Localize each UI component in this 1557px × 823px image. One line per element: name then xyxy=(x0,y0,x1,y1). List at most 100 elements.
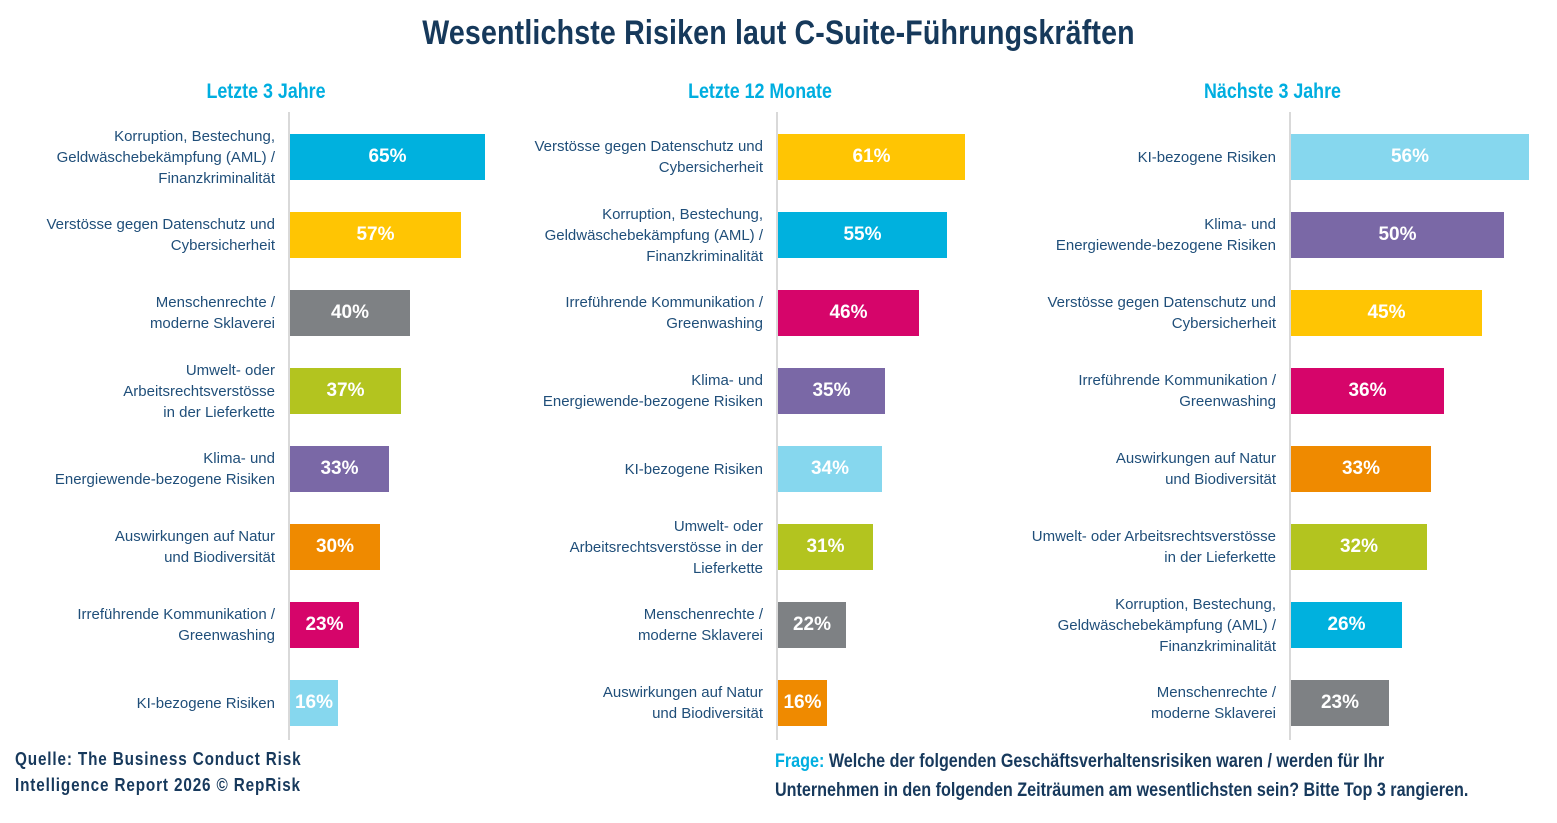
bar-cell: 35% xyxy=(777,352,1020,430)
category-label: Umwelt- oder Arbeitsrechtsverstösse in d… xyxy=(569,517,763,577)
bar-value-label: 45% xyxy=(1367,302,1406,323)
category-label: Auswirkungen auf Natur und Biodiversität xyxy=(1115,450,1276,488)
bar-value-label: 31% xyxy=(806,536,845,557)
category-label: Verstösse gegen Datenschutz und Cybersic… xyxy=(1047,294,1277,332)
bar: 16% xyxy=(778,680,827,726)
bar-row: Menschenrechte / moderne Sklaverei 40% xyxy=(10,274,522,352)
category-label: Korruption, Bestechung, Geldwäschebekämp… xyxy=(1057,595,1276,655)
bar: 31% xyxy=(778,524,873,570)
bar-row: KI-bezogene Risiken 56% xyxy=(988,118,1557,196)
bar: 50% xyxy=(1291,212,1504,258)
bar-cell: 57% xyxy=(289,196,522,274)
bar-row: Klima- und Energiewende-bezogene Risiken… xyxy=(988,196,1557,274)
panel-header-last-3-years: Letzte 3 Jahre xyxy=(206,80,326,103)
bar-row: Menschenrechte / moderne Sklaverei 23% xyxy=(988,664,1557,742)
bar-value-label: 57% xyxy=(356,224,395,245)
category-label: Irreführende Kommunikation / Greenwashin… xyxy=(1078,372,1276,410)
bar-cell: 45% xyxy=(1290,274,1557,352)
bar-row: Irreführende Kommunikation / Greenwashin… xyxy=(500,274,1020,352)
bar-value-label: 35% xyxy=(812,380,851,401)
category-label: Korruption, Bestechung, Geldwäschebekämp… xyxy=(56,127,275,187)
category-label: Auswirkungen auf Natur und Biodiversität xyxy=(602,684,763,722)
category-label: Irreführende Kommunikation / Greenwashin… xyxy=(565,294,763,332)
bar-value-label: 16% xyxy=(783,692,822,713)
category-label: Menschenrechte / moderne Sklaverei xyxy=(149,294,275,332)
bar: 56% xyxy=(1291,134,1529,180)
question-line-2: Unternehmen in den folgenden Zeiträumen … xyxy=(775,780,1469,801)
bar-cell: 30% xyxy=(289,508,522,586)
bar-value-label: 32% xyxy=(1339,536,1379,557)
bar-row: KI-bezogene Risiken 16% xyxy=(10,664,522,742)
bar-row: Umwelt- oder Arbeitsrechtsverstösse in d… xyxy=(10,352,522,430)
bar-value-label: 61% xyxy=(852,146,891,167)
bar: 65% xyxy=(290,134,485,180)
bar-cell: 16% xyxy=(289,664,522,742)
category-label: KI-bezogene Risiken xyxy=(136,694,275,712)
bar-value-label: 33% xyxy=(1341,458,1381,479)
bar: 34% xyxy=(778,446,882,492)
bar-value-label: 40% xyxy=(330,302,370,323)
bar-row: Auswirkungen auf Natur und Biodiversität… xyxy=(10,508,522,586)
bar-row: Auswirkungen auf Natur und Biodiversität… xyxy=(988,430,1557,508)
bar: 26% xyxy=(1291,602,1402,648)
bar-value-label: 23% xyxy=(305,614,344,635)
bar-row: Auswirkungen auf Natur und Biodiversität… xyxy=(500,664,1020,742)
bar: 46% xyxy=(778,290,919,336)
category-label: Irreführende Kommunikation / Greenwashin… xyxy=(77,606,275,644)
bar-row: Verstösse gegen Datenschutz und Cybersic… xyxy=(10,196,522,274)
bar: 61% xyxy=(778,134,965,180)
bar-value-label: 50% xyxy=(1378,224,1417,245)
bar-row: Klima- und Energiewende-bezogene Risiken… xyxy=(500,352,1020,430)
bar-value-label: 26% xyxy=(1327,614,1366,635)
plot-area: Korruption, Bestechung, Geldwäschebekämp… xyxy=(10,112,522,742)
category-label: Verstösse gegen Datenschutz und Cybersic… xyxy=(46,216,276,254)
bar-value-label: 46% xyxy=(829,302,868,323)
source-note: Quelle: The Business Conduct Risk Intell… xyxy=(15,746,302,798)
bar-row: Korruption, Bestechung, Geldwäschebekämp… xyxy=(988,586,1557,664)
bar-row: Klima- und Energiewende-bezogene Risiken… xyxy=(10,430,522,508)
bar-cell: 34% xyxy=(777,430,1020,508)
category-label: Umwelt- oder Arbeitsrechtsverstösse in d… xyxy=(1031,528,1276,566)
bar-cell: 26% xyxy=(1290,586,1557,664)
bar-cell: 32% xyxy=(1290,508,1557,586)
category-label: Menschenrechte / moderne Sklaverei xyxy=(1150,684,1276,722)
bar-value-label: 30% xyxy=(315,536,355,557)
bar-cell: 33% xyxy=(1290,430,1557,508)
bar-row: KI-bezogene Risiken 34% xyxy=(500,430,1020,508)
bar: 40% xyxy=(290,290,410,336)
bar-cell: 37% xyxy=(289,352,522,430)
bar-value-label: 33% xyxy=(320,458,359,479)
question-note: Frage: Welche der folgenden Geschäftsver… xyxy=(775,747,1557,805)
bar-cell: 56% xyxy=(1290,118,1557,196)
category-label: KI-bezogene Risiken xyxy=(1137,148,1276,166)
y-axis-line xyxy=(288,112,290,740)
bar-value-label: 22% xyxy=(792,614,832,635)
y-axis-line xyxy=(1289,112,1291,740)
bar: 57% xyxy=(290,212,461,258)
bar: 35% xyxy=(778,368,885,414)
bar: 37% xyxy=(290,368,401,414)
bar-value-label: 36% xyxy=(1348,380,1387,401)
bar-row: Korruption, Bestechung, Geldwäschebekämp… xyxy=(500,196,1020,274)
bar: 45% xyxy=(1291,290,1482,336)
bar-row: Menschenrechte / moderne Sklaverei 22% xyxy=(500,586,1020,664)
panel-header-next-3-years: Nächste 3 Jahre xyxy=(1204,80,1341,103)
bar-value-label: 16% xyxy=(294,692,334,713)
bar-cell: 46% xyxy=(777,274,1020,352)
plot-area: KI-bezogene Risiken 56% Klima- und Energie… xyxy=(988,112,1557,742)
bar: 30% xyxy=(290,524,380,570)
bar-cell: 23% xyxy=(1290,664,1557,742)
bar-cell: 50% xyxy=(1290,196,1557,274)
bar-row: Korruption, Bestechung, Geldwäschebekämp… xyxy=(10,118,522,196)
bar: 22% xyxy=(778,602,846,648)
bar: 23% xyxy=(290,602,359,648)
category-label: Umwelt- oder Arbeitsrechtsverstösse in d… xyxy=(123,361,275,421)
category-label: Klima- und Energiewende-bezogene Risiken xyxy=(1055,216,1276,254)
category-label: Menschenrechte / moderne Sklaverei xyxy=(637,606,763,644)
bar-value-label: 23% xyxy=(1320,692,1360,713)
category-label: Klima- und Energiewende-bezogene Risiken xyxy=(54,450,275,488)
bar-cell: 16% xyxy=(777,664,1020,742)
bar-cell: 22% xyxy=(777,586,1020,664)
category-label: Korruption, Bestechung, Geldwäschebekämp… xyxy=(544,205,763,265)
